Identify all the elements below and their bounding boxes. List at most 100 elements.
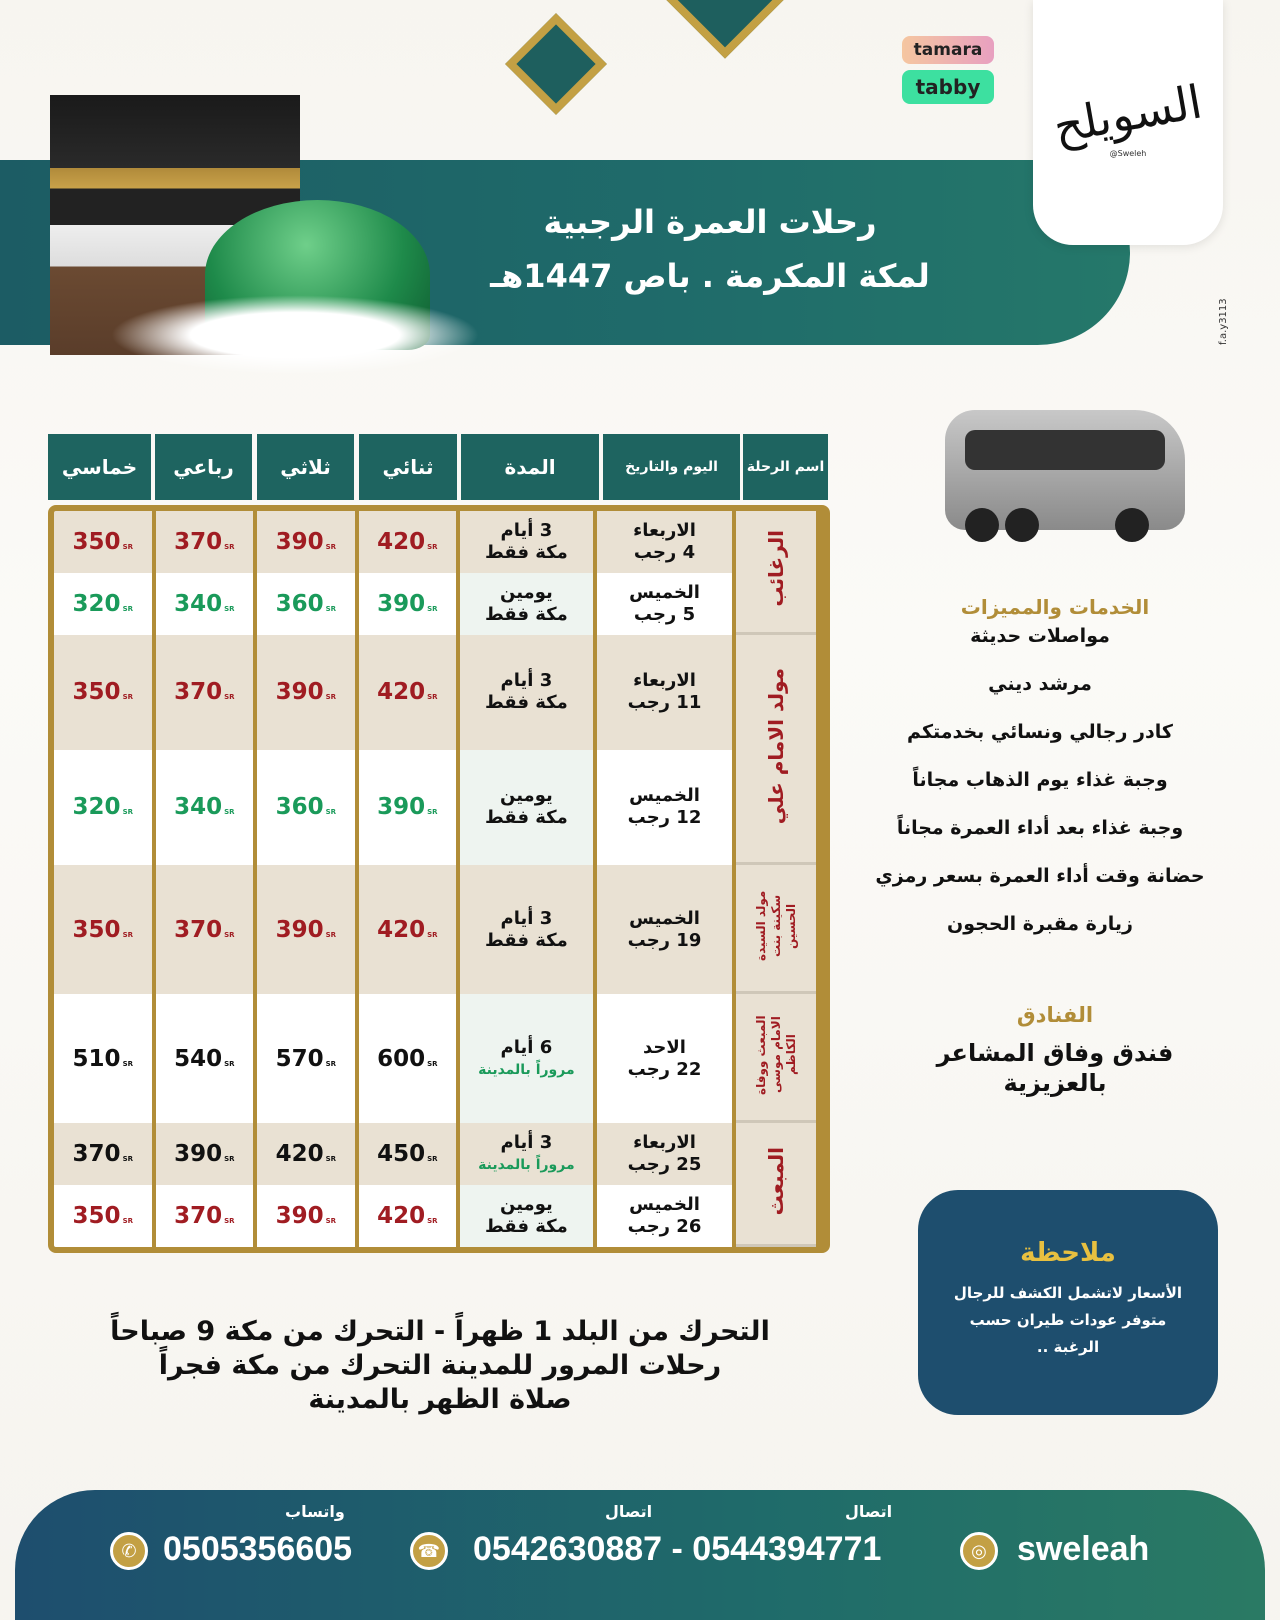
price-value: 340 (174, 590, 223, 617)
tamara-badge: tamara (902, 36, 994, 64)
header-quintuple: خماسي (48, 434, 151, 500)
price-value: 420 (377, 916, 426, 943)
side-handle: f.a.y3113 (1218, 298, 1229, 345)
day: الاحد (643, 1036, 686, 1058)
date: 22 رجب (627, 1058, 702, 1080)
hotels-heading: الفنادق (1016, 1003, 1094, 1027)
note-box: ملاحظة الأسعار لاتشمل الكشف للرجال متوفر ع… (918, 1190, 1218, 1415)
price-value: 570 (275, 1045, 324, 1072)
day-date-cell: الاربعاء 25 رجب (596, 1123, 733, 1186)
currency: SR (325, 604, 337, 613)
currency: SR (427, 1217, 438, 1226)
price-triple: 390 SR (257, 511, 355, 573)
logo-text: السويلح (1049, 74, 1207, 154)
date: 26 رجب (627, 1216, 702, 1238)
duration: 3 أيام (500, 907, 553, 929)
price-value: 350 (72, 916, 121, 943)
table-row: مولد السيدة سكينة بنت الحسين الخميس 19 رجب… (54, 865, 816, 995)
price-value: 370 (174, 679, 223, 706)
currency: SR (427, 1155, 438, 1164)
brand-logo: السويلح @Sweleh (1033, 0, 1223, 245)
price-quintuple: 510 SR (54, 994, 152, 1124)
price-triple: 360 SR (257, 749, 355, 866)
currency: SR (224, 808, 235, 817)
price-quintuple: 350 SR (54, 865, 152, 995)
note-line: متوفر عودات طيران حسب (969, 1311, 1167, 1329)
currency: SR (122, 604, 133, 613)
price-value: 450 (377, 1141, 426, 1168)
duration: يومين (500, 1194, 553, 1216)
price-value: 350 (72, 679, 121, 706)
price-value: 320 (72, 794, 121, 821)
price-value: 420 (275, 1141, 324, 1168)
header-trip-name: اسم الرحلة (743, 434, 828, 500)
date: 5 رجب (633, 603, 696, 625)
price-quintuple: 350 SR (54, 511, 152, 573)
currency: SR (325, 1155, 337, 1164)
day: الخميس (629, 1194, 700, 1216)
duration-cell: يومين مكة فقط (460, 749, 593, 866)
phone-icon[interactable]: ☎ (410, 1532, 448, 1570)
price-value: 390 (377, 590, 426, 617)
price-quad: 370 SR (155, 865, 254, 995)
day: الخميس (629, 581, 700, 603)
trip-name-text: الرغائب (764, 530, 789, 608)
header-duration: المدة (461, 434, 599, 500)
instagram-handle[interactable]: sweleah (1017, 1530, 1150, 1568)
bus-image (945, 410, 1185, 542)
date: 25 رجب (627, 1154, 702, 1176)
hotel-line-2: بالعزيزية (1003, 1069, 1107, 1097)
price-quad: 370 SR (155, 634, 254, 750)
day: الاربعاء (633, 519, 696, 541)
contact-footer: واتساب ✆ 0505356605 اتصال اتصال ☎ 054263… (15, 1490, 1265, 1620)
trips-table: الرغائب الاربعاء 4 رجب 3 أيام مكة فقط 420 SR 39… (48, 505, 830, 1253)
trip-name: المبعث (736, 1123, 816, 1247)
price-double: 390 SR (358, 572, 457, 635)
price-value: 320 (72, 590, 121, 617)
duration: يومين (500, 785, 553, 807)
phone-numbers[interactable]: 0542630887 - 0544394771 (473, 1530, 882, 1568)
logo-handle: @Sweleh (1109, 149, 1147, 158)
currency: SR (427, 604, 438, 613)
whatsapp-number[interactable]: 0505356605 (163, 1530, 353, 1568)
price-value: 420 (377, 1203, 426, 1230)
date: 19 رجب (627, 929, 702, 951)
price-quad: 390 SR (155, 1123, 254, 1186)
price-quad: 370 SR (155, 511, 254, 573)
note-text: الأسعار لاتشمل الكشف للرجال متوفر عودات ط… (918, 1280, 1218, 1361)
price-value: 600 (377, 1045, 426, 1072)
table-row: الرغائب الاربعاء 4 رجب 3 أيام مكة فقط 420 SR 39… (54, 511, 816, 635)
header-triple: ثلاثي (257, 434, 354, 500)
currency: SR (427, 542, 438, 551)
service-item: حضانة وقت أداء العمرة بسعر رمزي (875, 865, 1205, 887)
currency: SR (224, 1155, 235, 1164)
whatsapp-icon[interactable]: ✆ (110, 1532, 148, 1570)
table-row: مولد الامام علي الاربعاء 11 رجب 3 أيام مكة ف… (54, 634, 816, 866)
price-value: 420 (377, 528, 426, 555)
currency: SR (325, 808, 337, 817)
price-quad: 370 SR (155, 1185, 254, 1247)
date: 11 رجب (627, 692, 702, 714)
route: مكة فقط (484, 1216, 568, 1238)
duration-cell: 3 أيام مروراً بالمدينة (460, 1123, 593, 1186)
call-label: اتصال (605, 1502, 653, 1521)
day-date-cell: الخميس 19 رجب (596, 865, 733, 995)
day: الخميس (629, 785, 700, 807)
price-double: 420 SR (358, 1185, 457, 1247)
currency: SR (325, 693, 337, 702)
currency: SR (224, 693, 235, 702)
service-item: مواصلات حديثة (970, 625, 1110, 647)
currency: SR (224, 1217, 235, 1226)
currency: SR (325, 930, 337, 939)
table-row: الخميس 12 رجب يومين مكة فقط 390 SR 360 SR 340 SR 3… (54, 749, 816, 866)
instagram-icon[interactable]: ◎ (960, 1532, 998, 1570)
price-quintuple: 350 SR (54, 634, 152, 750)
price-quintuple: 370 SR (54, 1123, 152, 1186)
price-value: 340 (174, 794, 223, 821)
duration: 6 أيام (500, 1036, 553, 1058)
page-title: رحلات العمرة الرجبية لمكة المكرمة . باص 1… (480, 195, 940, 303)
currency: SR (122, 808, 133, 817)
duration: 3 أيام (500, 519, 553, 541)
price-value: 390 (174, 1141, 223, 1168)
currency: SR (122, 693, 133, 702)
